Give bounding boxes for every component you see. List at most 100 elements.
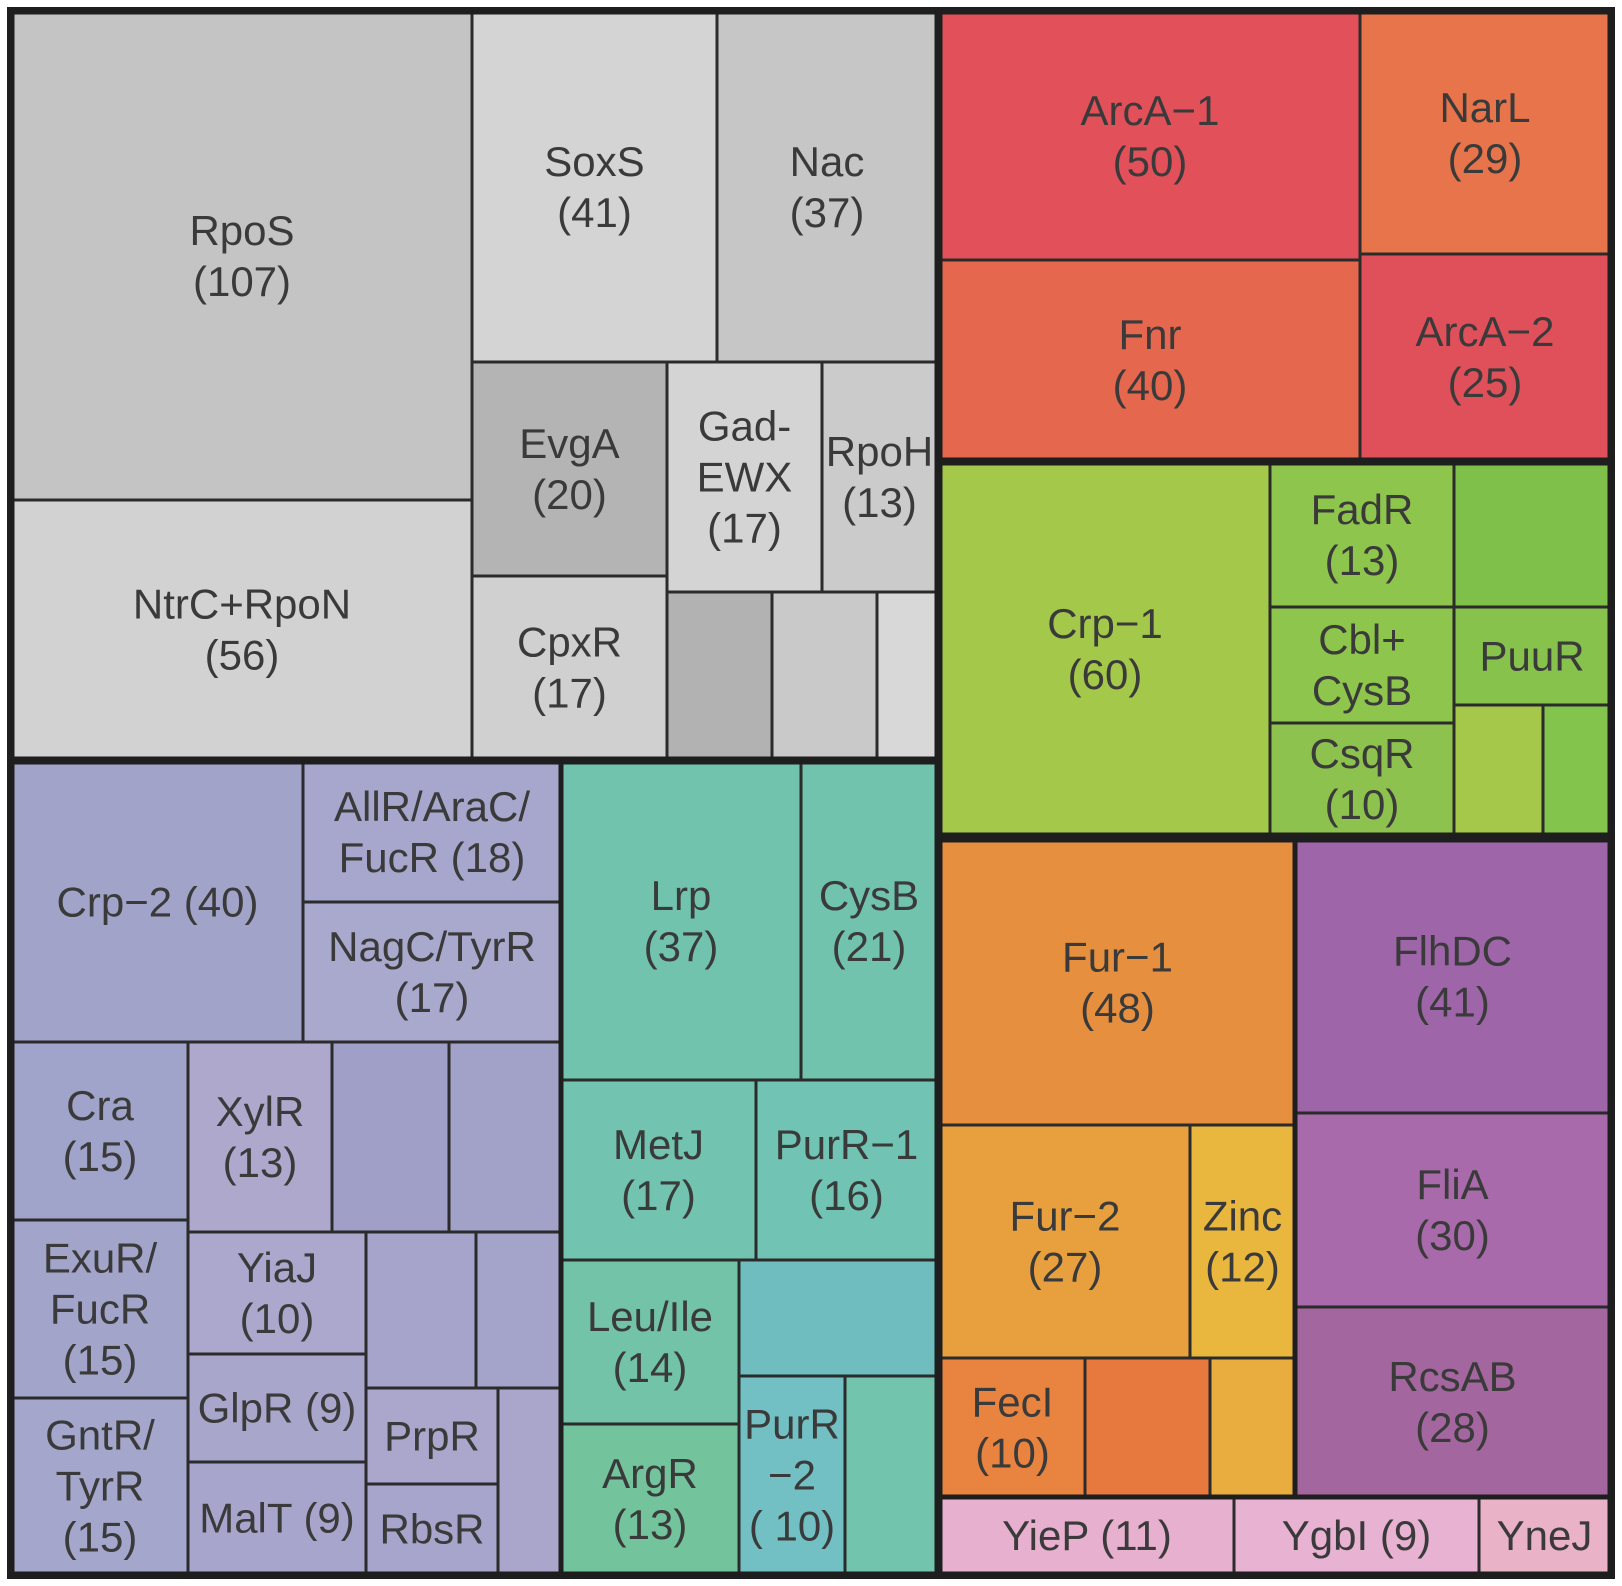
cell-leu-ile-label: Leu/Ile (14): [587, 1293, 713, 1391]
label-line: TyrR: [56, 1463, 145, 1510]
label-line: YgbI (9): [1282, 1512, 1431, 1559]
cell-xylr-label: XylR (13): [216, 1088, 305, 1186]
cell-crp-2-rect: [10, 760, 305, 1044]
cell-fur-1-label: Fur−1 (48): [1062, 934, 1173, 1032]
cell-arca-1-label: ArcA−1 (50): [1081, 87, 1220, 185]
cell-fadr-label: FadR (13): [1311, 486, 1414, 584]
cell-cbl-cysb-label: Cbl+ CysB: [1312, 616, 1412, 714]
cell-unlabeled-rect: [330, 1040, 451, 1234]
cell-evga-rect: [470, 360, 669, 578]
cell-cbl-cysb-rect: [1268, 605, 1456, 725]
cell-narl-label: NarL (29): [1439, 84, 1530, 182]
cell-gntr-tyrr-rect: [10, 1396, 190, 1576]
cell-nac-label: Nac (37): [790, 138, 865, 236]
label-line: (37): [790, 189, 865, 236]
cell-cpxr-label: CpxR (17): [517, 619, 622, 717]
label-line: (17): [621, 1172, 696, 1219]
cell-feci-label: FecI (10): [972, 1379, 1054, 1477]
cell-arca-2-rect: [1358, 252, 1612, 462]
label-line: YiaJ: [237, 1244, 317, 1291]
cell-unlabeled-rect: [843, 1374, 939, 1576]
cell-nac-rect: [715, 10, 939, 364]
cell-unlabeled-rect: [364, 1230, 478, 1390]
cell-argr-label: ArgR (13): [602, 1450, 698, 1548]
cell-unlabeled-rect: [1541, 703, 1612, 837]
cell-unlabeled-rect: [447, 1040, 563, 1234]
cell-fur-2-label: Fur−2 (27): [1010, 1193, 1121, 1291]
cell-csqr-label: CsqR (10): [1309, 730, 1414, 828]
cell-argr-rect: [559, 1422, 741, 1576]
label-line: (25): [1448, 359, 1523, 406]
label-line: (20): [532, 471, 607, 518]
cell-malt-rect: [186, 1460, 368, 1576]
label-line: MalT (9): [199, 1495, 355, 1542]
label-line: FlhDC: [1393, 928, 1512, 975]
cell-ntrc-rpon-label: NtrC+RpoN (56): [133, 581, 351, 679]
cell-rpoh-label: RpoH (13): [826, 428, 933, 526]
cell-rpoh-rect: [820, 360, 939, 594]
label-line: (13): [613, 1501, 688, 1548]
cell-cysb-rect: [799, 760, 939, 1082]
label-line: (13): [1325, 537, 1400, 584]
cell-fadr-rect: [1268, 461, 1456, 609]
cell-arca-1-rect: [938, 10, 1362, 262]
cell-yiaj-label: YiaJ (10): [237, 1244, 317, 1342]
label-line: (107): [193, 258, 291, 305]
cell-allr-arac-fucr-label: AllR/AraC/FucR (18): [334, 783, 530, 881]
label-line: PurR−1: [775, 1121, 919, 1168]
label-line: (10): [240, 1295, 315, 1342]
label-line: Crp−2 (40): [57, 879, 259, 926]
label-line: Lrp: [651, 872, 712, 919]
label-line: (17): [395, 974, 470, 1021]
label-line: Zinc: [1203, 1193, 1282, 1240]
label-line: (48): [1080, 985, 1155, 1032]
cell-rcsab-rect: [1293, 1305, 1612, 1499]
cell-fur-1-rect: [938, 838, 1297, 1127]
label-line: (41): [1415, 979, 1490, 1026]
label-line: CysB: [819, 872, 919, 919]
cell-unlabeled-rect: [1083, 1356, 1212, 1499]
treemap-frame: [7, 7, 1615, 1579]
cell-puur-label: PuuR: [1479, 633, 1584, 680]
cell-cysb-label: CysB (21): [819, 872, 919, 970]
label-line: FliA: [1416, 1161, 1488, 1208]
cell-metj-rect: [559, 1078, 758, 1262]
label-line: Crp−1: [1047, 600, 1163, 647]
cell-unlabeled-rect: [1452, 461, 1612, 609]
label-line: PrpR: [384, 1413, 480, 1460]
label-line: AllR/AraC/: [334, 783, 530, 830]
label-line: EWX: [697, 454, 793, 501]
label-line: −2: [768, 1452, 816, 1499]
cell-narl-rect: [1358, 10, 1612, 256]
cell-unlabeled-rect: [1208, 1356, 1297, 1499]
label-line: NtrC+RpoN: [133, 581, 351, 628]
cell-rpos-rect: [10, 10, 474, 502]
cell-leu-ile-rect: [559, 1258, 741, 1426]
cell-purr-1-rect: [754, 1078, 939, 1262]
cell-allr-arac-fucr-rect: [301, 760, 563, 904]
label-line: (30): [1415, 1212, 1490, 1259]
cell-unlabeled-rect: [665, 590, 774, 761]
label-line: (17): [532, 670, 607, 717]
label-line: (12): [1205, 1244, 1280, 1291]
cell-ygbi-label: YgbI (9): [1282, 1512, 1431, 1559]
cell-unlabeled-rect: [737, 1258, 939, 1378]
cell-unlabeled-rect: [770, 590, 879, 761]
cell-gntr-tyrr-label: GntR/TyrR (15): [45, 1412, 155, 1561]
cell-fnr-label: Fnr (40): [1113, 311, 1188, 409]
label-line: Fur−1: [1062, 934, 1173, 981]
cell-purr-2-label: PurR −2( 10): [744, 1401, 840, 1550]
cell-ntrc-rpon-rect: [10, 498, 474, 761]
label-line: ArcA−1: [1081, 87, 1220, 134]
label-line: (37): [644, 923, 719, 970]
label-line: MetJ: [613, 1121, 704, 1168]
label-line: (15): [63, 1514, 138, 1561]
cell-rbsr-label: RbsR: [379, 1506, 484, 1553]
cell-prpr-label: PrpR: [384, 1413, 480, 1460]
cell-nagc-tyrr-label: NagC/TyrR (17): [328, 923, 536, 1021]
cell-evga-label: EvgA (20): [519, 420, 619, 518]
label-line: NarL: [1439, 84, 1530, 131]
cell-rbsr-rect: [364, 1482, 500, 1576]
label-line: FadR: [1311, 486, 1414, 533]
